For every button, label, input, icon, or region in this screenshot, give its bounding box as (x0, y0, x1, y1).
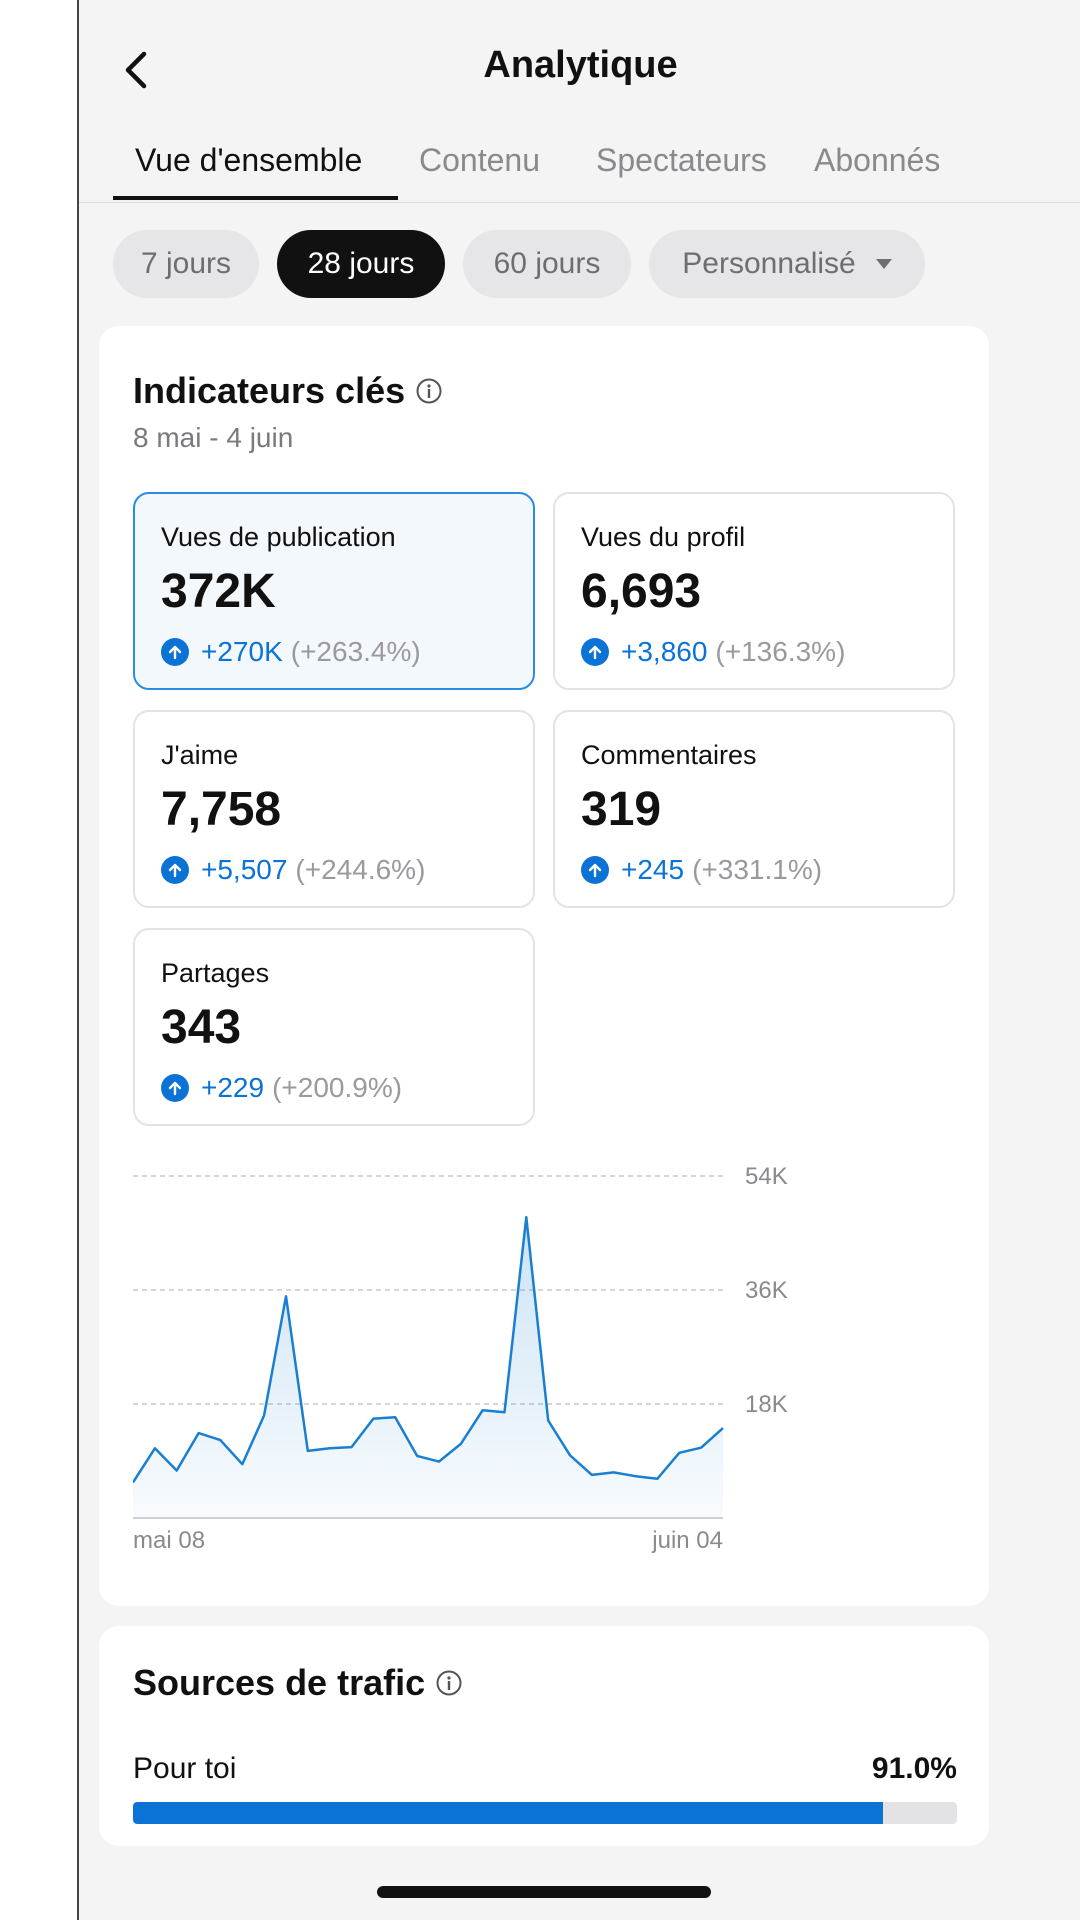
y-tick-label: 18K (745, 1391, 788, 1418)
metric-delta-percent: (+136.3%) (715, 636, 846, 667)
traffic-row-for-you: Pour toi 91.0% (133, 1752, 957, 1792)
x-tick-start: mai 08 (133, 1527, 205, 1554)
metric-card-shares[interactable]: Partages 343 +229 (+200.9%) (133, 928, 535, 1126)
home-indicator (377, 1886, 711, 1898)
filter-custom-dropdown[interactable]: Personnalisé (649, 230, 925, 298)
traffic-progress-bar (133, 1802, 957, 1824)
arrow-up-icon (581, 856, 609, 884)
metric-delta-absolute: +229 (201, 1072, 265, 1103)
metric-delta-absolute: +270K (201, 636, 283, 667)
traffic-source-value: 91.0% (871, 1752, 957, 1785)
filter-28-days[interactable]: 28 jours (277, 230, 445, 298)
caret-down-icon (875, 259, 892, 269)
metric-label: J'aime (161, 740, 239, 770)
tab-active-indicator (113, 196, 398, 200)
metric-delta-percent: (+200.9%) (272, 1072, 403, 1103)
key-metrics-title: Indicateurs clés (133, 370, 406, 411)
chart-area-fill (133, 1217, 723, 1518)
metric-card-likes[interactable]: J'aime 7,758 +5,507 (+244.6%) (133, 710, 535, 908)
metric-card-comments[interactable]: Commentaires 319 +245 (+331.1%) (553, 710, 955, 908)
metric-delta: +3,860 (+136.3%) (581, 636, 845, 668)
metric-card-post-views[interactable]: Vues de publication 372K +270K (+263.4%) (133, 492, 535, 690)
metric-delta: +229 (+200.9%) (161, 1072, 402, 1104)
key-metrics-heading: Indicateurs clés (133, 370, 443, 412)
metric-delta-absolute: +245 (621, 854, 685, 885)
y-tick-label: 36K (745, 1277, 788, 1304)
metric-delta-absolute: +5,507 (201, 854, 288, 885)
metric-label: Vues du profil (581, 522, 746, 552)
key-metrics-card: Indicateurs clés 8 mai - 4 juin Vues de … (99, 326, 989, 1606)
metric-value: 343 (161, 1001, 242, 1054)
back-button[interactable] (107, 40, 167, 100)
info-icon[interactable] (435, 1669, 463, 1697)
y-tick-label: 54K (745, 1163, 788, 1190)
filter-60-days[interactable]: 60 jours (463, 230, 631, 298)
tab-content[interactable]: Contenu (419, 142, 540, 178)
header: Analytique Vue d'ensemble Contenu Specta… (79, 0, 1080, 203)
traffic-sources-card: Sources de trafic Pour toi 91.0% (99, 1626, 989, 1846)
tab-viewers[interactable]: Spectateurs (596, 142, 767, 178)
traffic-sources-heading: Sources de trafic (133, 1662, 463, 1704)
arrow-up-icon (161, 856, 189, 884)
tab-bar: Vue d'ensemble Contenu Spectateurs Abonn… (79, 130, 1080, 203)
metric-delta: +5,507 (+244.6%) (161, 854, 425, 886)
metric-label: Partages (161, 958, 270, 988)
page-title: Analytique (483, 44, 678, 86)
metric-delta-percent: (+244.6%) (295, 854, 426, 885)
chart-series-line (133, 1215, 724, 1484)
arrow-up-icon (581, 638, 609, 666)
tab-followers[interactable]: Abonnés (814, 142, 941, 178)
arrow-up-icon (161, 1074, 189, 1102)
metric-label: Commentaires (581, 740, 757, 770)
traffic-sources-title: Sources de trafic (133, 1662, 426, 1703)
info-icon[interactable] (415, 377, 443, 405)
traffic-source-label: Pour toi (133, 1752, 237, 1785)
metric-label: Vues de publication (161, 522, 396, 552)
post-views-chart[interactable]: 54K 36K 18K mai 08 juin 04 (133, 1156, 963, 1556)
date-range: 8 mai - 4 juin (133, 422, 294, 453)
metric-delta: +245 (+331.1%) (581, 854, 822, 886)
phone-frame: Analytique Vue d'ensemble Contenu Specta… (77, 0, 1080, 1920)
metric-value: 7,758 (161, 783, 282, 836)
traffic-progress-fill (133, 1802, 883, 1824)
metric-card-profile-views[interactable]: Vues du profil 6,693 +3,860 (+136.3%) (553, 492, 955, 690)
date-filter-bar: 7 jours 28 jours 60 jours Personnalisé (79, 230, 1080, 300)
metric-value: 372K (161, 565, 276, 618)
x-tick-end: juin 04 (651, 1527, 723, 1554)
arrow-up-icon (161, 638, 189, 666)
metric-delta: +270K (+263.4%) (161, 636, 421, 668)
metric-delta-percent: (+263.4%) (290, 636, 421, 667)
metric-value: 319 (581, 783, 662, 836)
metric-delta-percent: (+331.1%) (692, 854, 823, 885)
metric-value: 6,693 (581, 565, 702, 618)
chevron-left-icon (125, 51, 147, 89)
filter-custom-label: Personnalisé (682, 247, 856, 280)
filter-7-days[interactable]: 7 jours (113, 230, 259, 298)
tab-overview[interactable]: Vue d'ensemble (135, 142, 363, 178)
metric-delta-absolute: +3,860 (621, 636, 708, 667)
